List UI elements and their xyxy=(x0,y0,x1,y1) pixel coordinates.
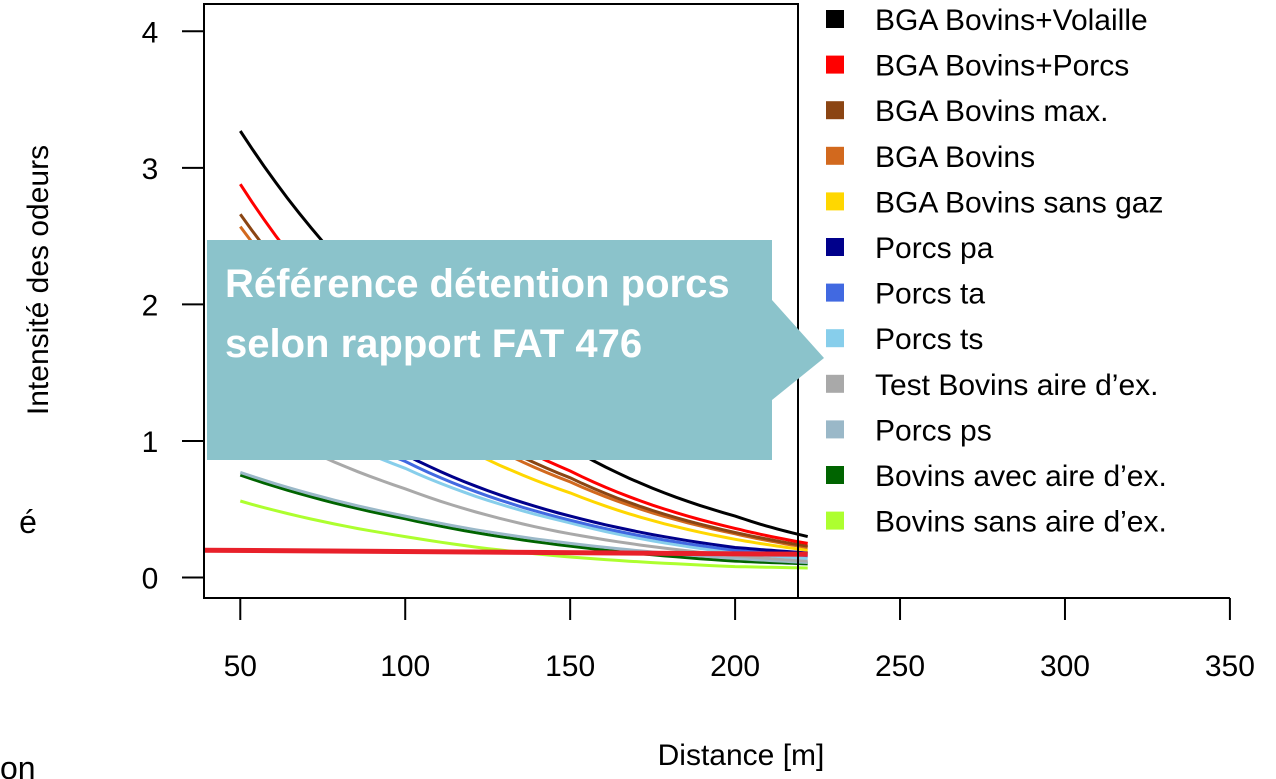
legend-label-10: Bovins avec aire d’ex. xyxy=(875,460,1167,493)
x-tick-label-4: 250 xyxy=(875,650,925,683)
annotation-box xyxy=(207,240,772,460)
legend-label-3: BGA Bovins xyxy=(875,141,1035,174)
legend-label-1: BGA Bovins+Porcs xyxy=(875,50,1129,83)
y-tick-label-4: 4 xyxy=(142,16,159,49)
legend-swatch-0 xyxy=(826,10,844,28)
reference-line xyxy=(203,547,808,557)
legend-swatch-3 xyxy=(826,146,844,165)
series-line-9 xyxy=(239,470,808,564)
y-tick-label-2: 2 xyxy=(142,289,159,322)
legend-label-4: BGA Bovins sans gaz xyxy=(875,186,1164,219)
legend-label-0: BGA Bovins+Volaille xyxy=(875,4,1148,37)
legend-swatch-11 xyxy=(826,511,844,530)
x-axis: 50 100 150 200 250 300 350 xyxy=(224,597,1255,683)
y-axis: 0 1 2 3 4 xyxy=(142,16,204,596)
page-fragment-bottom-left: on xyxy=(0,750,36,779)
legend-swatch-10 xyxy=(826,466,844,484)
x-tick-label-5: 300 xyxy=(1040,650,1090,683)
legend: BGA Bovins+Volaille BGA Bovins+Porcs BGA B… xyxy=(826,4,1167,539)
legend-swatch-8 xyxy=(826,374,844,393)
y-axis-title: Intensité des odeurs xyxy=(22,145,55,415)
legend-swatch-2 xyxy=(826,101,844,120)
annotation-pointer xyxy=(772,300,824,400)
x-tick-label-1: 100 xyxy=(380,650,430,683)
x-tick-label-0: 50 xyxy=(224,650,257,683)
series-line-8 xyxy=(239,412,808,563)
y-tick-label-0: 0 xyxy=(142,563,159,596)
legend-label-9: Porcs ps xyxy=(875,414,992,447)
y-tick-label-3: 3 xyxy=(142,153,159,186)
legend-label-5: Porcs pa xyxy=(875,232,994,265)
legend-label-2: BGA Bovins max. xyxy=(875,95,1108,128)
y-tick-label-1: 1 xyxy=(142,426,159,459)
legend-swatch-6 xyxy=(826,283,844,302)
legend-swatch-5 xyxy=(826,238,844,256)
annotation-callout: Référence détention porcs selon rapport … xyxy=(207,240,824,460)
annotation-text: Référence détention porcs selon rapport … xyxy=(225,262,730,366)
legend-swatch-1 xyxy=(826,55,844,74)
legend-swatch-7 xyxy=(826,329,844,348)
x-tick-label-6: 350 xyxy=(1205,650,1255,683)
series-line-11 xyxy=(239,499,808,570)
legend-swatch-9 xyxy=(826,420,844,439)
legend-label-6: Porcs ta xyxy=(875,278,985,311)
x-axis-title: Distance [m] xyxy=(658,739,825,772)
series-line-10 xyxy=(239,473,808,566)
legend-swatch-4 xyxy=(826,192,844,211)
x-tick-label-3: 200 xyxy=(710,650,760,683)
legend-label-11: Bovins sans aire d’ex. xyxy=(875,506,1167,539)
legend-label-8: Test Bovins aire d’ex. xyxy=(875,369,1158,402)
page-fragment-left: é xyxy=(19,504,37,540)
x-tick-label-2: 150 xyxy=(545,650,595,683)
legend-label-7: Porcs ts xyxy=(875,323,983,356)
